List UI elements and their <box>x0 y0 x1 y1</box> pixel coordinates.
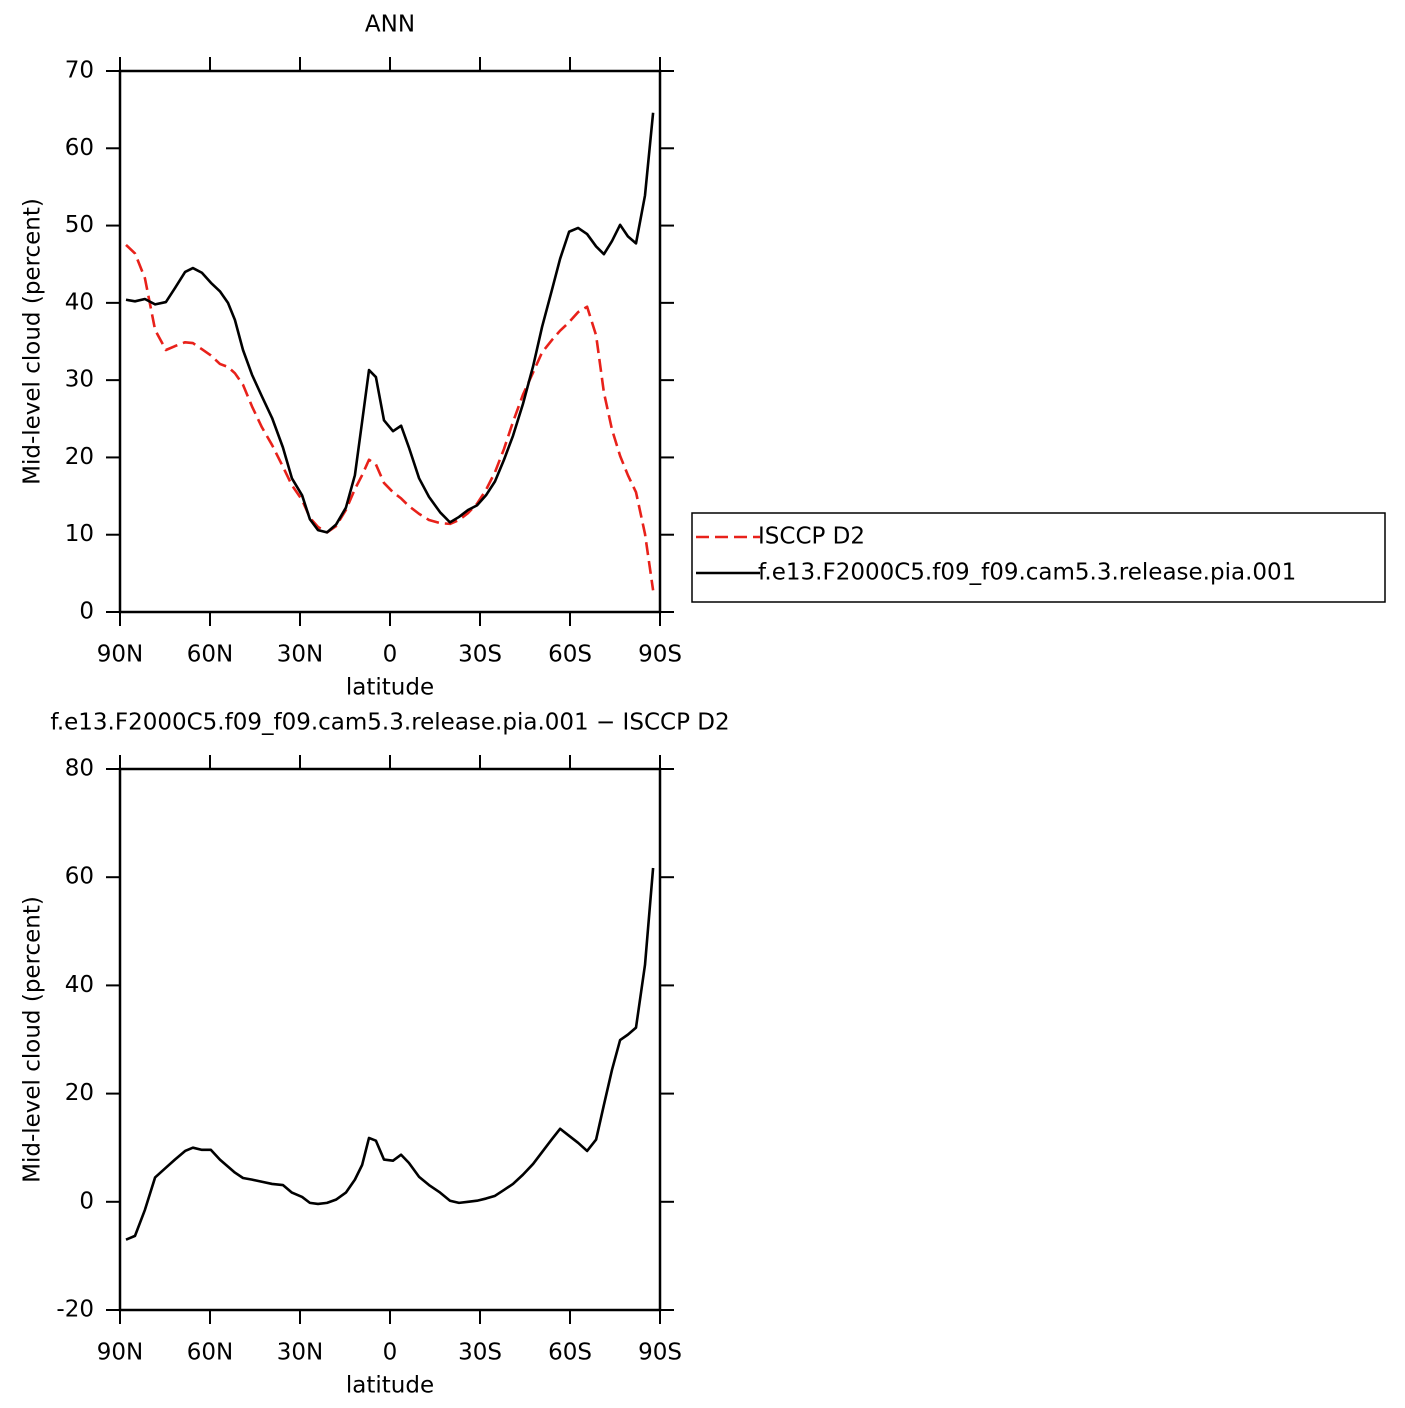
y-tick-label: 30 <box>65 367 94 393</box>
y-tick-label: 60 <box>65 864 94 890</box>
y-tick-label: -20 <box>56 1297 94 1323</box>
x-tick-label: 30S <box>458 642 502 668</box>
y-tick-label: 40 <box>65 972 94 998</box>
legend-label: f.e13.F2000C5.f09_f09.cam5.3.release.pia… <box>758 560 1296 586</box>
y-tick-label: 50 <box>65 212 94 238</box>
chart-title: ANN <box>365 12 415 38</box>
x-tick-label: 0 <box>383 642 398 668</box>
x-tick-label: 60N <box>187 1340 233 1366</box>
plot-frame <box>118 767 662 1312</box>
x-tick-label: 90S <box>638 1340 682 1366</box>
data-line <box>125 112 655 534</box>
y-tick-label: 20 <box>65 1080 94 1106</box>
data-line <box>125 243 655 591</box>
y-tick-label: 70 <box>65 58 94 84</box>
legend-label: ISCCP D2 <box>758 524 865 550</box>
x-tick-label: 0 <box>383 1340 398 1366</box>
legend-box <box>691 512 1386 603</box>
x-tick-label: 60S <box>548 642 592 668</box>
x-tick-label: 60N <box>187 642 233 668</box>
y-tick-label: 20 <box>65 444 94 470</box>
y-tick-label: 60 <box>65 135 94 161</box>
plot-frame <box>118 69 662 614</box>
x-tick-label: 90N <box>97 642 143 668</box>
x-tick-label: 90S <box>638 642 682 668</box>
data-line <box>125 867 655 1241</box>
y-tick-label: 80 <box>65 756 94 782</box>
x-tick-label: 30S <box>458 1340 502 1366</box>
y-tick-label: 10 <box>65 521 94 547</box>
chart-title: f.e13.F2000C5.f09_f09.cam5.3.release.pia… <box>50 710 729 736</box>
y-axis-label: Mid-level cloud (percent) <box>20 896 46 1183</box>
y-tick-label: 0 <box>79 599 94 625</box>
x-tick-label: 60S <box>548 1340 592 1366</box>
x-tick-label: 90N <box>97 1340 143 1366</box>
x-axis-label: latitude <box>346 675 434 701</box>
x-axis-label: latitude <box>346 1373 434 1399</box>
y-axis-label: Mid-level cloud (percent) <box>20 198 46 485</box>
y-tick-label: 40 <box>65 289 94 315</box>
x-tick-label: 30N <box>277 1340 323 1366</box>
y-tick-label: 0 <box>79 1188 94 1214</box>
x-tick-label: 30N <box>277 642 323 668</box>
